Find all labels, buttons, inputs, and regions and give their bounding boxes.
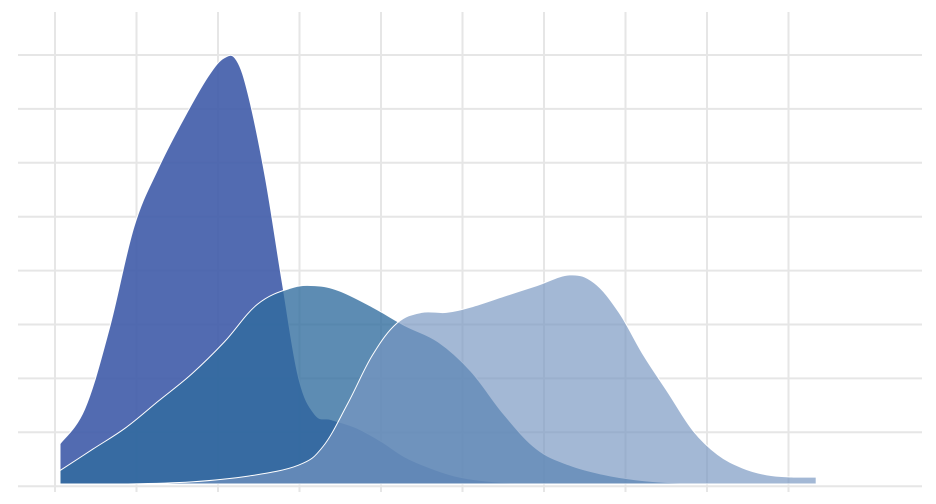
areas [59,54,817,485]
density-area-3 [59,274,817,485]
